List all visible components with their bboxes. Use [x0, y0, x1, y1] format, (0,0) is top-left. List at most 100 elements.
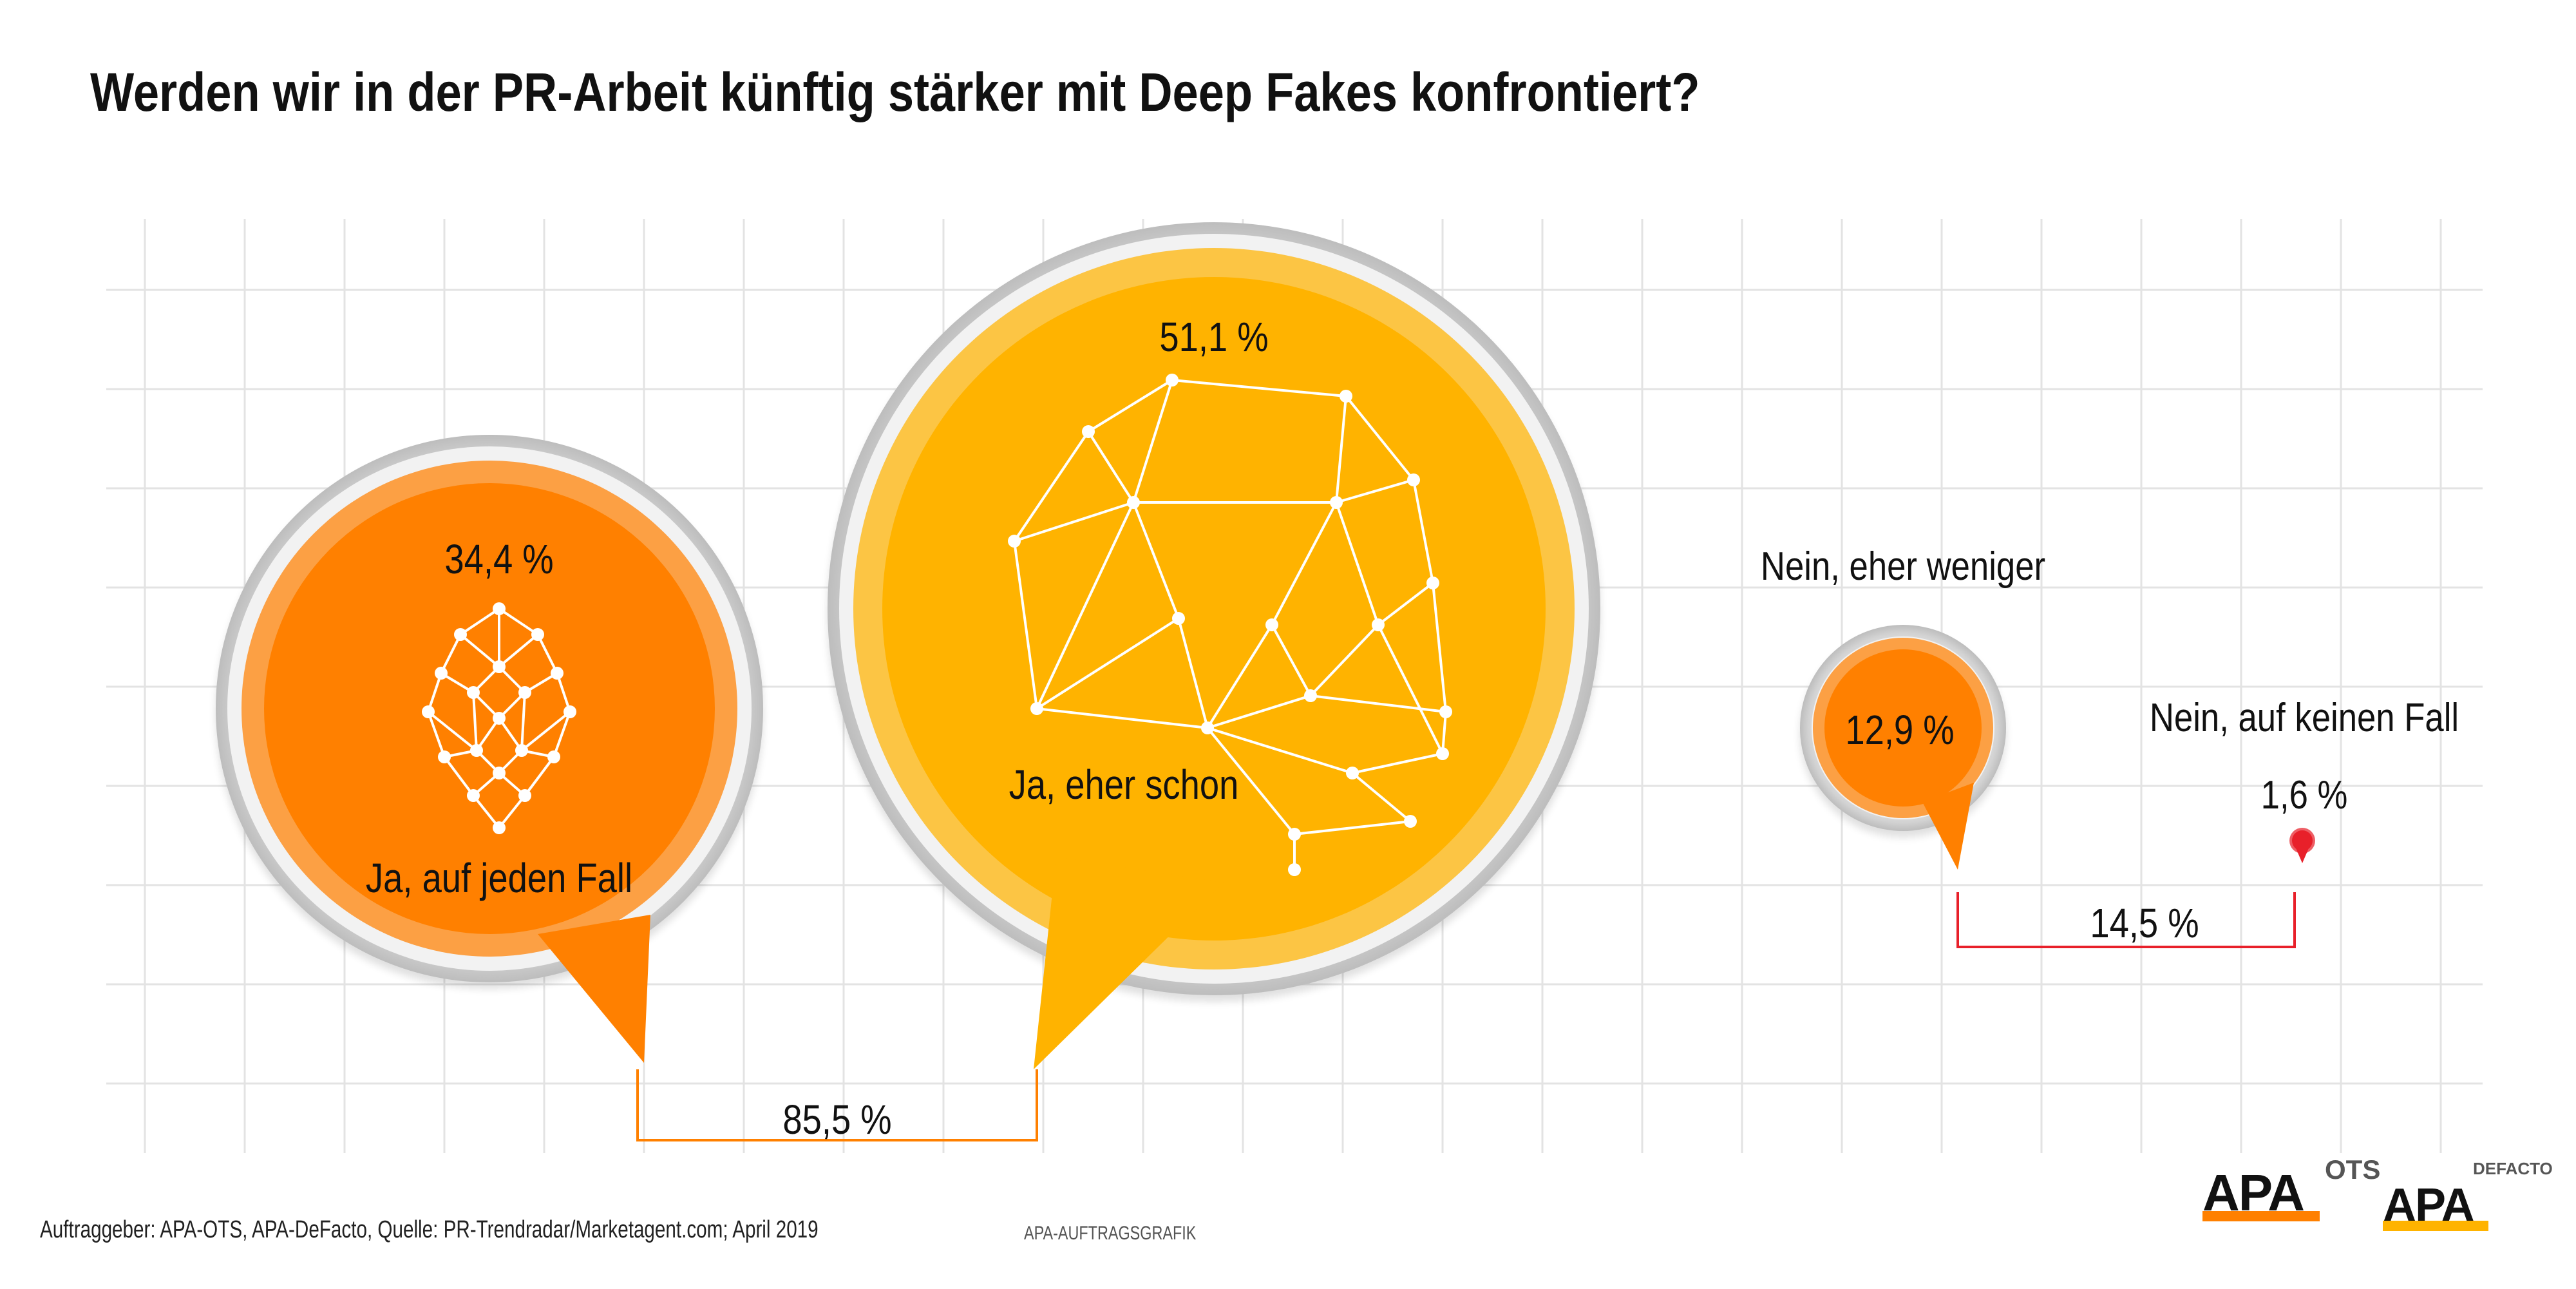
- mesh-line: [1207, 694, 1311, 729]
- mesh-node: [531, 628, 544, 641]
- value-label: 1,6 %: [2261, 773, 2348, 817]
- mesh-node: [422, 705, 435, 718]
- mesh-line: [1335, 502, 1379, 625]
- mesh-node: [515, 744, 528, 757]
- bubble-pointer: [1922, 783, 1974, 870]
- mesh-node: [1426, 577, 1439, 589]
- bubble-ja-eher-schon: 51,1 % Ja, eher schon: [828, 222, 1600, 1069]
- mesh-node: [1201, 721, 1214, 734]
- mesh-line: [1013, 430, 1090, 542]
- mesh-node: [1372, 618, 1385, 631]
- mesh-line: [520, 692, 526, 751]
- mesh-node: [493, 821, 506, 834]
- mesh-node: [493, 767, 506, 779]
- mesh-line: [553, 711, 571, 758]
- mesh-line: [498, 633, 539, 668]
- mesh-node: [1304, 689, 1317, 702]
- mesh-node: [1330, 496, 1343, 509]
- bubble-fill: [882, 277, 1546, 940]
- category-label: Ja, auf jeden Fall: [366, 855, 632, 901]
- mesh-node: [564, 705, 576, 718]
- mesh-line: [1294, 820, 1411, 835]
- apa-ots-logo: APA OTS: [2202, 1154, 2380, 1221]
- mesh-node: [1172, 612, 1185, 625]
- mesh-line: [1335, 396, 1347, 503]
- mesh-line: [1206, 624, 1273, 729]
- mesh-line: [427, 711, 478, 752]
- mesh-node: [1166, 374, 1179, 387]
- mesh-node: [1008, 535, 1021, 548]
- mesh-node: [1082, 425, 1095, 438]
- mesh-node: [1030, 702, 1043, 715]
- total-label: 85,5 %: [782, 1096, 891, 1143]
- mesh-node: [493, 660, 506, 673]
- mesh-line: [1309, 624, 1379, 697]
- mesh-line: [1377, 582, 1434, 626]
- mesh-line: [1036, 502, 1135, 709]
- mesh-line: [1412, 479, 1434, 584]
- mesh-line: [1336, 479, 1414, 504]
- mesh-line: [1207, 727, 1353, 774]
- logo-wordmark: APA: [2202, 1164, 2305, 1221]
- mesh-node: [467, 789, 480, 802]
- mesh-node: [1265, 618, 1278, 631]
- mesh-line: [1432, 582, 1447, 712]
- logo-sub: OTS: [2325, 1154, 2381, 1185]
- mesh-line: [459, 607, 500, 636]
- mesh-line: [1352, 752, 1443, 774]
- bracket-line: [636, 1069, 1038, 1141]
- mesh-line: [536, 634, 558, 674]
- bubble-pointer: [1034, 857, 1224, 1069]
- mesh-node: [1439, 705, 1452, 718]
- mesh-line: [475, 717, 500, 752]
- mesh-line: [1441, 711, 1447, 754]
- mesh-line: [1377, 624, 1444, 754]
- mesh-node: [1404, 815, 1417, 828]
- mesh-line: [498, 717, 523, 752]
- apa-defacto-logo: APA DEFACTO: [2383, 1159, 2570, 1234]
- total-bracket-no: 14,5 %: [1956, 892, 2296, 948]
- mesh-node: [493, 602, 506, 615]
- mesh-node: [470, 744, 483, 757]
- bubble-pointer: [2293, 841, 2312, 863]
- mesh-line: [524, 756, 555, 797]
- mesh-line: [1206, 727, 1296, 835]
- mesh-line: [1014, 501, 1134, 542]
- category-label: Nein, auf keinen Fall: [2150, 696, 2459, 740]
- mesh-node: [1340, 390, 1352, 403]
- source-note: Auftraggeber: APA-OTS, APA-DeFacto, Quel…: [40, 1216, 819, 1243]
- mesh-node: [454, 628, 467, 641]
- mesh-node: [518, 789, 531, 802]
- mesh-line: [1351, 772, 1412, 823]
- mesh-node: [467, 686, 480, 699]
- mesh-line: [1310, 694, 1446, 713]
- mesh-line: [556, 673, 571, 712]
- mesh-line: [1087, 430, 1135, 504]
- mesh-line: [1036, 707, 1208, 729]
- bracket-line: [1956, 892, 2296, 948]
- head-mesh-icon: [1008, 374, 1452, 876]
- mesh-line: [1132, 379, 1173, 503]
- total-label: 14,5 %: [2090, 900, 2199, 946]
- mesh-line: [1013, 540, 1038, 709]
- mesh-line: [443, 756, 475, 797]
- category-label: Nein, eher weniger: [1761, 544, 2045, 589]
- chart-title: Werden wir in der PR-Arbeit künftig stär…: [90, 62, 1700, 122]
- mesh-node: [1127, 496, 1140, 509]
- mesh-line: [498, 607, 539, 636]
- face-mesh-icon: [422, 602, 576, 834]
- bubble-nein-auf-keinen-fall: 1,6 % Nein, auf keinen Fall: [2150, 696, 2459, 863]
- mesh-node: [435, 667, 448, 680]
- mesh-node: [1288, 828, 1301, 841]
- mesh-line: [1132, 502, 1180, 619]
- value-label: 51,1 %: [1159, 314, 1268, 360]
- mesh-node: [493, 712, 506, 725]
- mesh-node: [518, 686, 531, 699]
- bubble-ja-auf-jeden-fall: 34,4 % Ja, auf jeden Fall: [216, 435, 763, 1063]
- mesh-line: [427, 711, 446, 758]
- mesh-line: [1171, 379, 1347, 397]
- mesh-node: [438, 750, 451, 763]
- mesh-line: [472, 692, 478, 751]
- mesh-node: [1407, 473, 1420, 486]
